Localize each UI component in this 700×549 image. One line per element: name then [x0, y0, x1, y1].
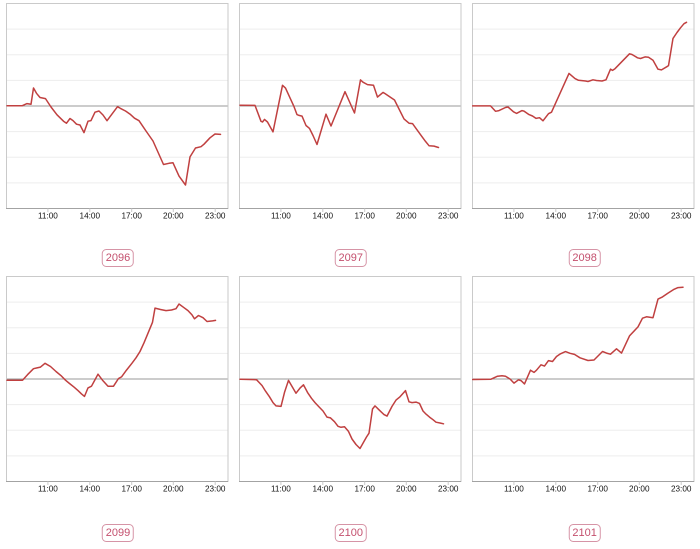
svg-text:17:00: 17:00	[354, 485, 375, 494]
svg-text:20:00: 20:00	[396, 212, 417, 221]
svg-text:17:00: 17:00	[354, 212, 375, 221]
svg-text:11:00: 11:00	[38, 212, 58, 221]
svg-text:17:00: 17:00	[121, 212, 142, 221]
svg-text:14:00: 14:00	[313, 485, 334, 494]
svg-text:23:00: 23:00	[205, 485, 226, 494]
svg-text:11:00: 11:00	[38, 485, 58, 494]
svg-text:23:00: 23:00	[671, 485, 692, 494]
svg-text:20:00: 20:00	[163, 485, 184, 494]
svg-text:23:00: 23:00	[205, 212, 226, 221]
svg-text:14:00: 14:00	[546, 212, 567, 221]
svg-text:20:00: 20:00	[629, 212, 650, 221]
svg-text:20:00: 20:00	[629, 485, 650, 494]
svg-text:20:00: 20:00	[163, 212, 184, 221]
svg-text:23:00: 23:00	[438, 212, 459, 221]
svg-text:11:00: 11:00	[504, 212, 524, 221]
svg-text:20:00: 20:00	[396, 485, 417, 494]
svg-text:11:00: 11:00	[504, 485, 524, 494]
svg-text:14:00: 14:00	[313, 212, 334, 221]
svg-text:14:00: 14:00	[546, 485, 567, 494]
svg-text:17:00: 17:00	[587, 485, 608, 494]
svg-text:23:00: 23:00	[438, 485, 459, 494]
svg-text:17:00: 17:00	[587, 212, 608, 221]
svg-text:14:00: 14:00	[80, 212, 101, 221]
svg-text:14:00: 14:00	[80, 485, 101, 494]
svg-text:17:00: 17:00	[121, 485, 142, 494]
svg-text:11:00: 11:00	[271, 212, 291, 221]
svg-text:23:00: 23:00	[671, 212, 692, 221]
svg-text:11:00: 11:00	[271, 485, 291, 494]
